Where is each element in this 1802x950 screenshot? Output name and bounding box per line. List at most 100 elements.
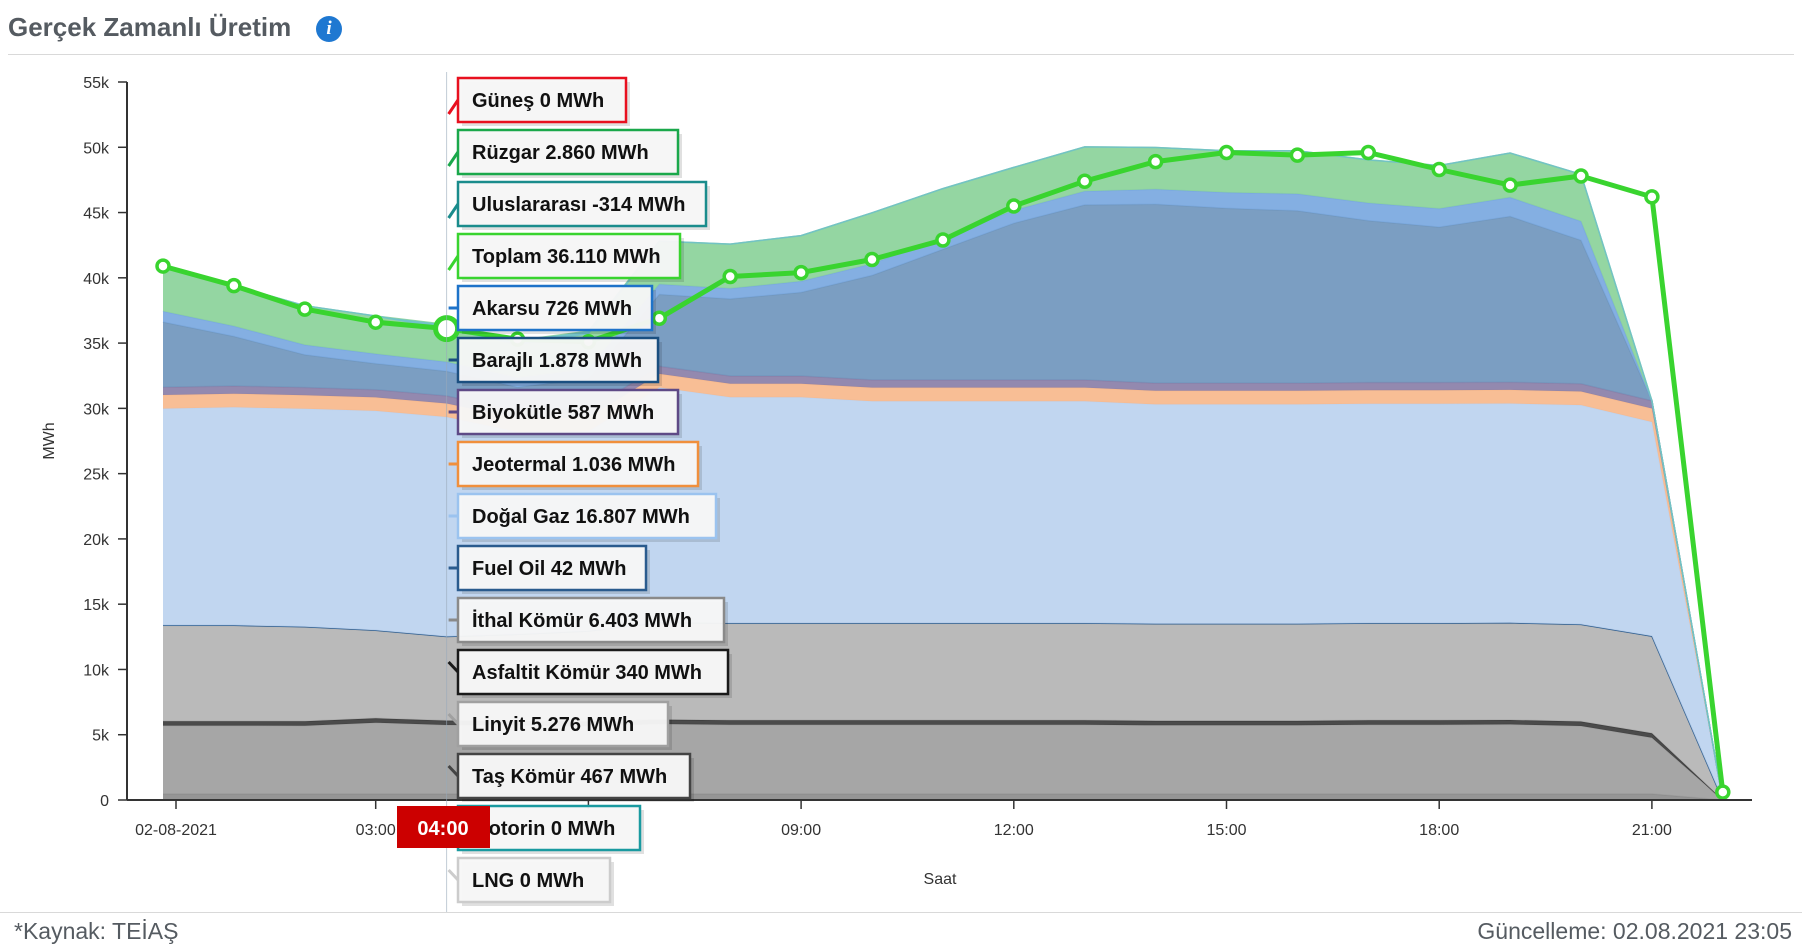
source-note: *Kaynak: TEİAŞ [14, 918, 179, 944]
total-point [1502, 177, 1518, 193]
total-point [1360, 144, 1377, 161]
y-tick-label: 55k [83, 75, 110, 92]
x-tick-label: 21:00 [1632, 822, 1672, 839]
tooltip-label: Toplam 36.110 MWh [472, 246, 661, 268]
tooltip-label: Asfaltit Kömür 340 MWh [472, 662, 702, 684]
last-updated: Güncelleme: 02.08.2021 23:05 [1477, 918, 1792, 944]
production-chart[interactable]: 0 5k 10k 15k 20k 25k 30k 35k 40k 45k 50k 55k 02-08-2… [0, 0, 1802, 912]
tooltip-box [456, 700, 670, 748]
footer-divider [0, 912, 1802, 913]
tooltip-label: LNG 0 MWh [472, 870, 584, 892]
total-point [155, 258, 171, 274]
tooltip-box [456, 440, 700, 488]
chart-axes: 0 5k 10k 15k 20k 25k 30k 35k 40k 45k 50k 55k 02-08-2… [41, 75, 1752, 888]
tooltip-connector [447, 660, 460, 674]
tooltip-label: Motorin 0 MWh [472, 818, 615, 840]
tooltip-connector [447, 99, 460, 115]
y-tick-label: 45k [83, 206, 110, 223]
tooltip-item: Doğal Gaz 16.807 MWh [448, 492, 720, 542]
tooltip-label: Biyokütle 587 MWh [472, 402, 654, 424]
x-tick-label: 02-08-2021 [135, 822, 217, 839]
tooltip-label: Güneş 0 MWh [472, 90, 604, 112]
page-title: Gerçek Zamanlı Üretim [8, 12, 292, 42]
tooltip-box [456, 752, 692, 800]
tooltip-connector [447, 151, 460, 167]
tooltip-item: Rüzgar 2.860 MWh [447, 128, 682, 178]
tooltip-box [456, 648, 730, 696]
tooltip-item: Barajlı 1.878 MWh [448, 336, 662, 386]
y-tick-label: 25k [83, 467, 110, 484]
tooltip-connector [447, 868, 460, 882]
tooltip-box [456, 388, 680, 436]
total-point [1076, 173, 1093, 189]
tooltip-label: Uluslararası -314 MWh [472, 194, 685, 216]
x-tick-label: 03:00 [356, 822, 396, 839]
tooltip-label: Akarsu 726 MWh [472, 298, 632, 320]
y-tick-label: 50k [83, 140, 110, 157]
tooltip-connector [447, 255, 460, 271]
tooltip-item: LNG 0 MWh [447, 856, 614, 906]
total-point [367, 314, 384, 330]
tooltip-box [456, 76, 628, 124]
total-point [651, 310, 668, 327]
y-tick-label: 15k [83, 597, 110, 614]
tooltip-item: Jeotermal 1.036 MWh [448, 440, 702, 490]
y-tick-label: 20k [83, 532, 110, 549]
total-point [1644, 189, 1660, 205]
total-point [1218, 144, 1235, 161]
total-point [864, 251, 880, 268]
total-point [1147, 153, 1164, 170]
area-linyit [163, 722, 1723, 800]
y-axis-label: MWh [41, 422, 58, 459]
time-label-text: 04:00 [417, 818, 468, 840]
total-point [1715, 784, 1731, 800]
tooltip-label: Fuel Oil 42 MWh [472, 558, 626, 580]
time-label-bg [397, 806, 490, 848]
x-tick-label: 18:00 [1419, 822, 1459, 839]
tooltip-box [456, 492, 718, 540]
y-tick-label: 30k [83, 401, 110, 418]
x-tick-label: 12:00 [994, 822, 1034, 839]
total-point [793, 264, 809, 281]
x-tick-label: 09:00 [781, 822, 821, 839]
tooltip-item: Fuel Oil 42 MWh [448, 544, 650, 594]
tooltip-item: Taş Kömür 467 MWh [447, 752, 694, 802]
tooltip-item: Akarsu 726 MWh [448, 284, 656, 334]
tooltip-item: İthal Kömür 6.403 MWh [448, 596, 728, 646]
x-tick-label: 15:00 [1206, 822, 1246, 839]
total-point [1289, 147, 1306, 163]
y-tick-label: 10k [83, 662, 110, 679]
tooltip-label: Taş Kömür 467 MWh [472, 766, 667, 788]
area-rüzgar [163, 146, 1723, 800]
total-point [935, 232, 951, 248]
tooltip-box [456, 544, 648, 592]
area-doğal-gaz [163, 387, 1723, 800]
tooltip-box [456, 596, 726, 644]
tooltip-item: Toplam 36.110 MWh [447, 232, 684, 282]
info-icon[interactable]: i [316, 16, 342, 42]
y-tick-label: 40k [83, 271, 110, 288]
total-point [226, 277, 242, 294]
tooltip-label: Barajlı 1.878 MWh [472, 350, 642, 372]
y-tick-label: 5k [92, 728, 110, 745]
tooltip-item: Asfaltit Kömür 340 MWh [447, 648, 732, 698]
tooltip-box [456, 284, 654, 332]
tooltip-label: Linyit 5.276 MWh [472, 714, 634, 736]
tooltip-box [456, 856, 612, 904]
y-tick-label: 35k [83, 336, 110, 353]
tooltip-box [456, 336, 660, 384]
chart-tooltip: Güneş 0 MWh Rüzgar 2.860 MWh Uluslararası … [397, 72, 732, 912]
area-barajlı [163, 204, 1723, 801]
total-point [1431, 161, 1447, 178]
tooltip-box [456, 232, 682, 280]
tooltip-label: Jeotermal 1.036 MWh [472, 454, 675, 476]
y-tick-label: 0 [100, 793, 109, 810]
header-divider [8, 54, 1794, 55]
tooltip-item: Uluslararası -314 MWh [447, 180, 710, 230]
tooltip-connector [447, 203, 460, 219]
tooltip-box [456, 128, 680, 176]
tooltip-label: Doğal Gaz 16.807 MWh [472, 506, 690, 528]
tooltip-connector [447, 712, 460, 726]
tooltip-item: Linyit 5.276 MWh [447, 700, 672, 750]
tooltip-item: Biyokütle 587 MWh [448, 388, 682, 438]
